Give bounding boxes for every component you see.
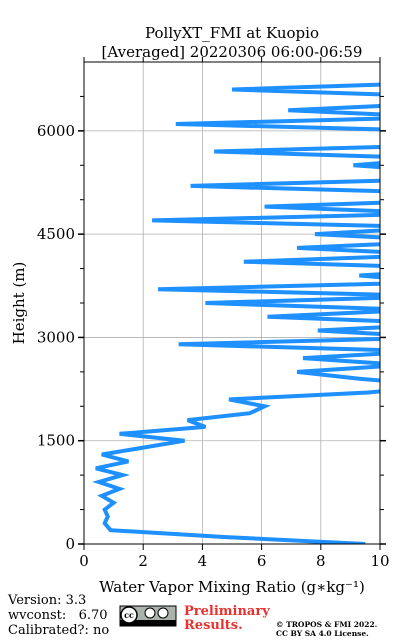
preliminary: Results. <box>184 618 243 633</box>
chart-subtitle: [Averaged] 20220306 06:00-06:59 <box>102 43 363 61</box>
chart-title: PollyXT_FMI at Kuopio <box>145 24 319 42</box>
copyright: CC BY SA 4.0 License. <box>276 629 369 638</box>
calibrated: Calibrated?: no <box>8 623 109 638</box>
x-axis-label: Water Vapor Mixing Ratio (g∗kg⁻¹) <box>99 578 365 596</box>
y-tick-label: 0 <box>65 535 75 553</box>
x-tick-label: 6 <box>257 552 267 570</box>
y-axis-label: Height (m) <box>10 262 28 345</box>
x-tick-label: 10 <box>370 552 389 570</box>
series-group <box>92 82 380 544</box>
x-tick-label: 2 <box>138 552 148 570</box>
y-tick-label: 3000 <box>37 328 75 346</box>
profile-line <box>92 82 380 544</box>
y-tick-label: 4500 <box>37 225 75 243</box>
x-tick-label: 8 <box>316 552 326 570</box>
wvconst: wvconst: 6.70 <box>8 608 108 623</box>
copyright: © TROPOS & FMI 2022. <box>276 620 377 629</box>
x-tick-label: 0 <box>79 552 89 570</box>
x-tick-label: 4 <box>198 552 208 570</box>
y-tick-label: 1500 <box>37 432 75 450</box>
preliminary: Preliminary <box>184 604 270 619</box>
version: Version: 3.3 <box>7 593 86 608</box>
svg-text:cc: cc <box>124 610 134 620</box>
cc-logo: cc <box>119 605 177 627</box>
y-tick-label: 6000 <box>37 122 75 140</box>
